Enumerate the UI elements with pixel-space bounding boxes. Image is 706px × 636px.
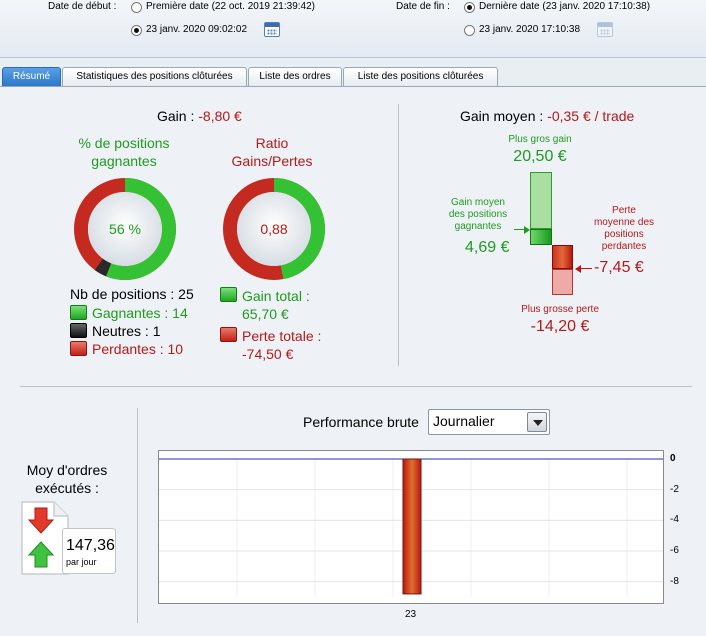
max-loss-label: Plus grosse perte <box>521 304 599 315</box>
avg-loss-label-line2: moyenne des <box>593 217 655 228</box>
win-rate-title: % de positions gagnantes <box>44 134 204 170</box>
tab-closed-positions-stats[interactable]: Statistiques des positions clôturées <box>62 67 247 87</box>
total-gain-value: 65,70 € <box>242 306 289 322</box>
avg-gain-label: Gain moyen des positions gagnantes <box>440 197 516 233</box>
avg-loss-label-line1: Perte <box>612 205 636 216</box>
avg-gain-bar <box>530 229 552 245</box>
max-gain-bar <box>530 172 552 229</box>
ratio-value: 0,88 <box>260 221 287 237</box>
performance-chart-plot <box>159 458 663 597</box>
win-donut-win-arc <box>74 178 176 280</box>
end-date-label: Date de fin : <box>396 1 450 12</box>
total-loss-label: Perte totale : <box>242 328 322 344</box>
losing-count: Perdantes : 10 <box>92 341 184 357</box>
date-range-bar: Date de début : Première date (22 oct. 2… <box>0 0 706 58</box>
y-tick-label: -6 <box>670 545 679 556</box>
neutral-count: Neutres : 1 <box>92 323 161 339</box>
win-rate-donut: 56 % <box>74 178 176 280</box>
ratio-donut-center <box>237 192 311 266</box>
end-custom-date-text[interactable]: 23 janv. 2020 17:10:38 <box>479 24 581 35</box>
y-tick-label: -4 <box>670 514 679 526</box>
tab-closed-positions-list[interactable]: Liste des positions clôturées <box>343 67 498 87</box>
winning-count: Gagnantes : 14 <box>92 305 188 321</box>
average-gain-label: Gain moyen : <box>460 108 548 124</box>
ratio-donut: 0,88 <box>223 178 325 280</box>
max-gain-label: Plus gros gain <box>508 134 572 145</box>
avg-gain-label-line3: gagnantes <box>454 221 502 232</box>
max-gain-value: 20,50 € <box>513 148 567 165</box>
start-calendar-icon[interactable] <box>264 22 280 37</box>
avg-loss-label-line4: perdantes <box>601 241 647 252</box>
avg-gain-arrowhead <box>524 226 530 234</box>
gain-label: Gain : <box>157 108 199 124</box>
performance-label: Performance brute <box>303 414 419 430</box>
orders-unit: par jour <box>66 557 97 567</box>
avg-gain-arrow <box>514 229 528 230</box>
win-donut-center <box>88 192 162 266</box>
ratio-donut-gain-arc <box>223 178 325 280</box>
average-gain: Gain moyen : -0,35 € / trade <box>460 108 634 124</box>
average-gain-value: -0,35 € / trade <box>547 108 635 124</box>
winning-swatch <box>70 305 87 320</box>
avg-loss-bar <box>552 245 573 269</box>
tab-bar: Résumé Statistiques des positions clôtur… <box>0 67 706 87</box>
avg-loss-arrowhead <box>575 265 581 273</box>
chevron-down-icon[interactable] <box>527 412 547 432</box>
neutral-swatch <box>70 323 87 338</box>
max-loss-value: -14,20 € <box>530 318 590 335</box>
avg-gain-label-line2: des positions <box>448 209 508 220</box>
gain-summary: Gain : -8,80 € <box>157 108 242 124</box>
win-rate-value: 56 % <box>109 221 141 237</box>
period-select[interactable]: Journalier <box>428 409 550 435</box>
orders-avg-label-line1: Moy d'ordres <box>26 462 108 478</box>
avg-loss-label-line3: positions <box>604 229 644 240</box>
start-custom-date-text[interactable]: 23 janv. 2020 09:02:02 <box>146 24 248 35</box>
total-loss: Perte totale : -74,50 € <box>242 327 321 363</box>
start-first-date-text[interactable]: Première date (22 oct. 2019 21:39:42) <box>146 1 315 12</box>
total-loss-swatch <box>220 327 237 342</box>
tab-resume[interactable]: Résumé <box>2 67 61 87</box>
orders-avg-label-line2: exécutés : <box>35 480 99 496</box>
avg-loss-arrow <box>580 268 592 269</box>
start-custom-date-radio[interactable] <box>131 25 142 36</box>
total-gain-label: Gain total : <box>242 288 310 304</box>
avg-gain-label-line1: Gain moyen <box>451 197 505 208</box>
losing-swatch <box>70 341 87 356</box>
summary-divider <box>398 104 399 366</box>
avg-loss-value: -7,45 € <box>594 259 644 276</box>
avg-loss-label: Perte moyenne des positions perdantes <box>586 205 662 253</box>
orders-avg-label: Moy d'ordres exécutés : <box>14 461 120 497</box>
gain-value: -8,80 € <box>198 108 242 124</box>
y-tick-label: 0 <box>670 453 676 464</box>
ratio-title-line1: Ratio <box>255 135 289 151</box>
start-date-label: Date de début : <box>48 1 117 12</box>
y-tick-label: -2 <box>670 483 679 495</box>
total-gain-swatch <box>220 287 237 302</box>
y-tick-label: -8 <box>670 575 679 587</box>
ratio-title-line2: Gains/Pertes <box>231 153 313 169</box>
x-tick-label: 23 <box>405 609 417 620</box>
total-gain: Gain total : 65,70 € <box>242 287 310 323</box>
win-rate-title-line2: gagnantes <box>91 153 157 169</box>
positions-count: Nb de positions : 25 <box>70 286 194 302</box>
performance-chart <box>158 450 664 604</box>
max-loss-bar <box>552 269 573 295</box>
win-rate-title-line1: % de positions <box>78 135 170 151</box>
tab-orders-list[interactable]: Liste des ordres <box>248 67 342 87</box>
bottom-divider <box>137 408 138 623</box>
end-last-date-text[interactable]: Dernière date (23 janv. 2020 17:10:38) <box>479 1 651 12</box>
total-loss-value: -74,50 € <box>242 346 294 362</box>
ratio-title: Ratio Gains/Pertes <box>212 134 332 170</box>
end-custom-date-radio[interactable] <box>464 25 475 36</box>
end-last-date-radio[interactable] <box>464 2 475 13</box>
avg-gain-value: 4,69 € <box>465 239 510 256</box>
chart-bar <box>402 458 422 595</box>
end-calendar-icon <box>597 22 613 37</box>
start-first-date-radio[interactable] <box>131 2 142 13</box>
orders-value-box: 147,36 par jour <box>62 528 116 574</box>
period-select-value: Journalier <box>433 413 495 429</box>
section-divider <box>20 386 692 387</box>
orders-value: 147,36 <box>66 537 115 554</box>
